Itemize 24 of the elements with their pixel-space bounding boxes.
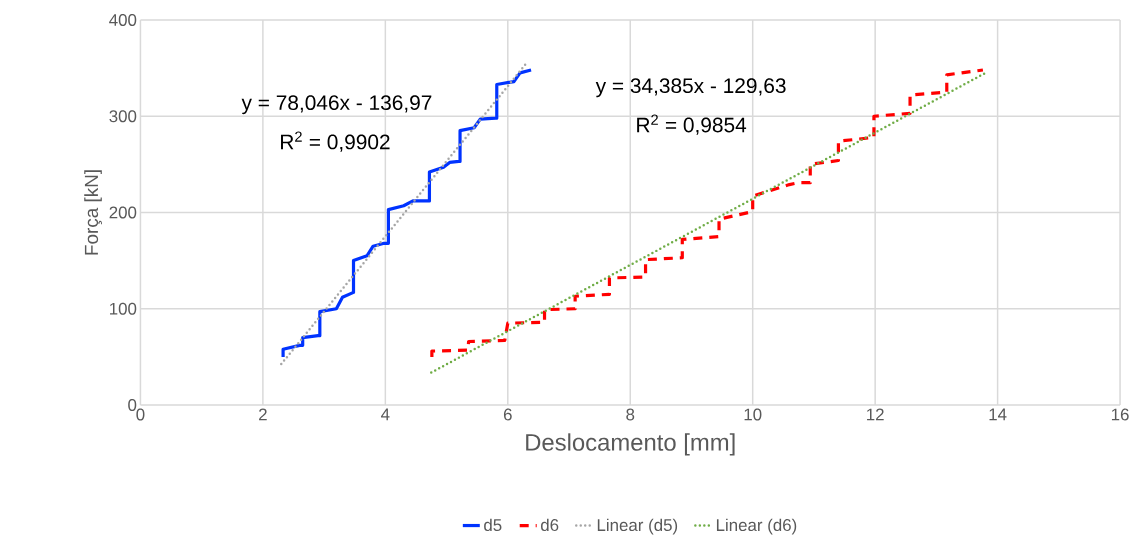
annotation: R$^{2}$ = 0,9902 xyxy=(281,131,390,152)
x-tick-label: 10 xyxy=(744,408,762,421)
x-tick-label: 2 xyxy=(259,408,267,421)
annotation: R$^{2}$ = 0,9854 xyxy=(637,114,747,136)
x-tick-label: 4 xyxy=(381,408,390,421)
legend-label: d5 xyxy=(484,518,502,532)
x-tick-label: 8 xyxy=(626,408,635,421)
y-tick-label: 300 xyxy=(109,110,137,123)
y-axis-title: Força [kN] xyxy=(84,170,102,255)
legend-label: Linear (d6) xyxy=(716,518,797,535)
annotation: y = 34,385x - 129,63 xyxy=(595,78,786,98)
y-tick-label: 200 xyxy=(109,206,137,219)
y-tick-label: 400 xyxy=(109,14,137,27)
x-tick-label: 0 xyxy=(136,408,145,421)
y-tick-label: 100 xyxy=(110,302,137,315)
x-tick-label: 6 xyxy=(503,408,512,421)
legend-label: Linear (d5) xyxy=(597,518,678,535)
x-tick-label: 16 xyxy=(1111,408,1129,421)
x-tick-label: 12 xyxy=(867,408,884,421)
y-tick-label: 0 xyxy=(128,399,137,412)
x-tick-label: 14 xyxy=(989,408,1007,421)
x-axis-title: Deslocamento [mm] xyxy=(526,433,735,456)
legend-label: d6 xyxy=(540,518,559,532)
annotation: y = 78,046x - 136,97 xyxy=(241,95,432,115)
